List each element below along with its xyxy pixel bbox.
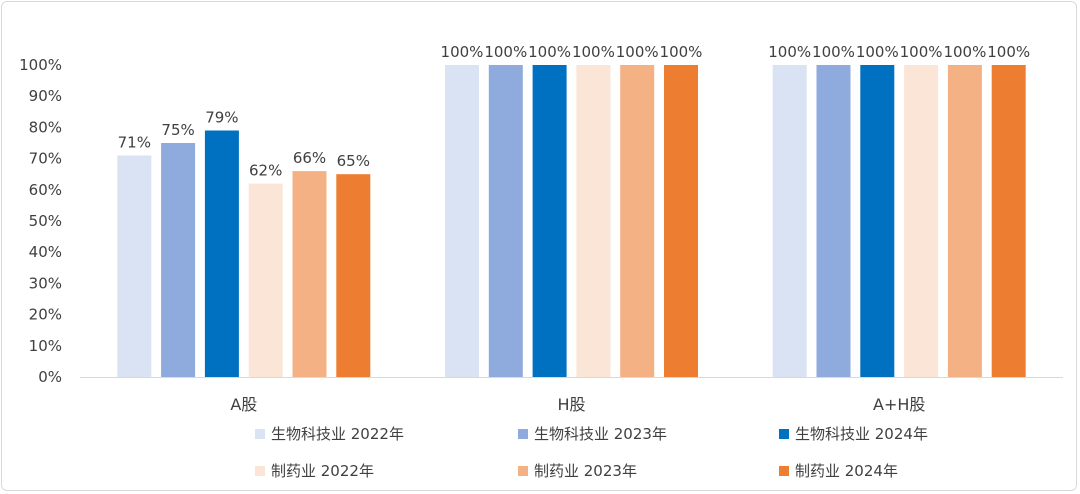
y-axis: 0% 10% 20% 30% 40% 50% 60% 70% 80% 90% 100%: [19, 56, 62, 386]
data-label: 66%: [293, 149, 326, 167]
bar: [292, 171, 327, 377]
bar: [488, 65, 523, 377]
legend-swatch: [779, 466, 789, 476]
y-tick-label: 0%: [38, 368, 62, 386]
bar: [991, 65, 1026, 377]
data-label: 100%: [616, 43, 659, 61]
legend-item: 生物科技业 2022年: [255, 425, 404, 443]
bar: [532, 65, 567, 377]
x-axis: A股 H股 A+H股: [230, 395, 925, 414]
y-tick-label: 60%: [29, 181, 62, 199]
bar: [620, 65, 655, 377]
legend-item: 生物科技业 2024年: [779, 425, 928, 443]
bar: [772, 65, 807, 377]
y-tick-label: 10%: [29, 337, 62, 355]
legend-swatch: [255, 466, 265, 476]
legend-label: 生物科技业 2022年: [271, 425, 404, 443]
data-label: 100%: [572, 43, 615, 61]
data-label: 100%: [856, 43, 899, 61]
legend-swatch: [779, 429, 789, 439]
bar: [161, 143, 196, 377]
data-label: 100%: [900, 43, 943, 61]
legend-item: 制药业 2022年: [255, 462, 374, 480]
legend-swatch: [255, 429, 265, 439]
y-tick-label: 100%: [19, 56, 62, 74]
bar: [664, 65, 698, 377]
y-tick-label: 70%: [29, 150, 62, 168]
y-tick-label: 20%: [29, 306, 62, 324]
data-label: 100%: [768, 43, 811, 61]
y-tick-label: 80%: [29, 118, 62, 136]
data-label: 100%: [987, 43, 1030, 61]
legend-item: 生物科技业 2023年: [518, 425, 667, 443]
bars: [117, 65, 1026, 377]
legend-label: 制药业 2022年: [271, 462, 374, 480]
data-label: 100%: [441, 43, 484, 61]
data-label: 62%: [249, 162, 282, 180]
data-label: 100%: [660, 43, 703, 61]
x-category-label: H股: [557, 395, 585, 414]
data-label: 100%: [528, 43, 571, 61]
data-label: 100%: [812, 43, 855, 61]
x-category-label: A股: [230, 395, 257, 414]
bar: [947, 65, 982, 377]
legend-label: 制药业 2024年: [795, 462, 898, 480]
legend-item: 制药业 2023年: [518, 462, 637, 480]
data-label: 79%: [205, 109, 238, 127]
legend-label: 生物科技业 2024年: [795, 425, 928, 443]
legend-swatch: [518, 429, 528, 439]
data-label: 65%: [337, 152, 370, 170]
data-label: 71%: [118, 134, 151, 152]
y-tick-label: 50%: [29, 212, 62, 230]
bar: [204, 130, 239, 377]
bar: [576, 65, 611, 377]
bar: [445, 65, 479, 377]
bar: [860, 65, 895, 377]
legend-label: 生物科技业 2023年: [534, 425, 667, 443]
legend-label: 制药业 2023年: [534, 462, 637, 480]
legend-swatch: [518, 466, 528, 476]
y-tick-label: 90%: [29, 87, 62, 105]
data-label: 100%: [484, 43, 527, 61]
data-labels: 71%75%79%62%66% 65%100% 100% 100% 100% 100% 10…: [118, 43, 1031, 180]
data-label: 75%: [161, 121, 194, 139]
legend-item: 制药业 2024年: [779, 462, 898, 480]
data-label: 100%: [943, 43, 986, 61]
bar: [117, 155, 152, 377]
bar: [816, 65, 851, 377]
y-tick-label: 40%: [29, 243, 62, 261]
x-category-label: A+H股: [873, 395, 925, 414]
bar: [904, 65, 939, 377]
bar: [248, 183, 283, 377]
y-tick-label: 30%: [29, 274, 62, 292]
bar: [336, 174, 371, 377]
